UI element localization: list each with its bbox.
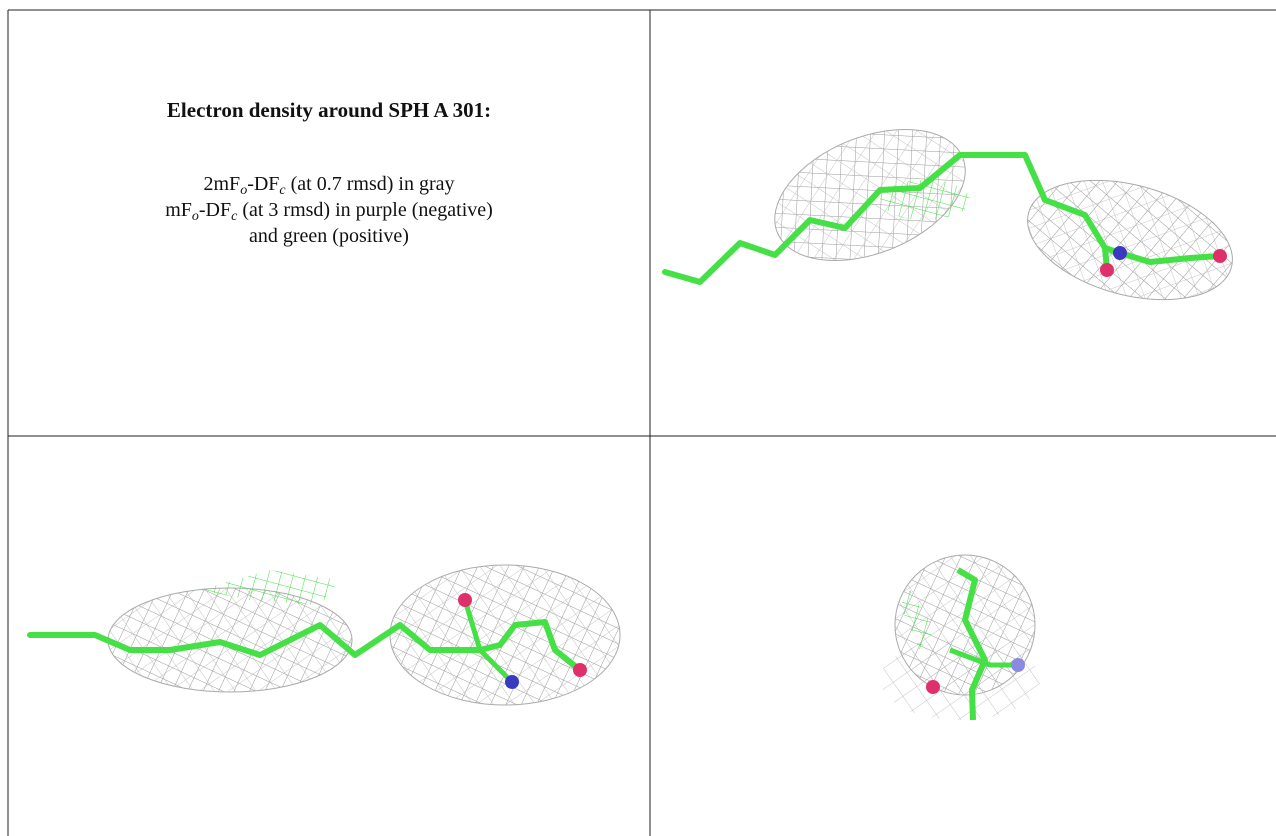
caption-line: 2mFo-DFc (at 0.7 rmsd) in gray: [8, 171, 650, 198]
subscript: c: [231, 209, 238, 224]
subscript: o: [191, 209, 199, 224]
density-view-2: [27, 564, 621, 706]
text-run: -DF: [247, 173, 280, 195]
table-borders: [7, 9, 1276, 836]
density-view-1: [662, 128, 1233, 301]
text-run: mF: [165, 199, 192, 221]
caption-cell: Electron density around SPH A 301: 2mFo-…: [8, 10, 650, 436]
subscript: o: [240, 183, 248, 198]
text-run: and green (positive): [249, 225, 409, 247]
density-view-3: [880, 554, 1040, 721]
caption-lines: 2mFo-DFc (at 0.7 rmsd) in gray mFo-DFc (a…: [8, 171, 650, 249]
text-run: -DF: [198, 199, 232, 221]
text-run: (at 0.7 rmsd) in gray: [285, 173, 455, 195]
caption-line: mFo-DFc (at 3 rmsd) in purple (negative): [8, 197, 650, 224]
text-run: (at 3 rmsd) in purple (negative): [237, 199, 493, 221]
caption-title: Electron density around SPH A 301:: [166, 98, 492, 122]
caption-line: and green (positive): [8, 223, 650, 249]
subscript: c: [279, 183, 286, 198]
text-run: 2mF: [203, 173, 241, 195]
